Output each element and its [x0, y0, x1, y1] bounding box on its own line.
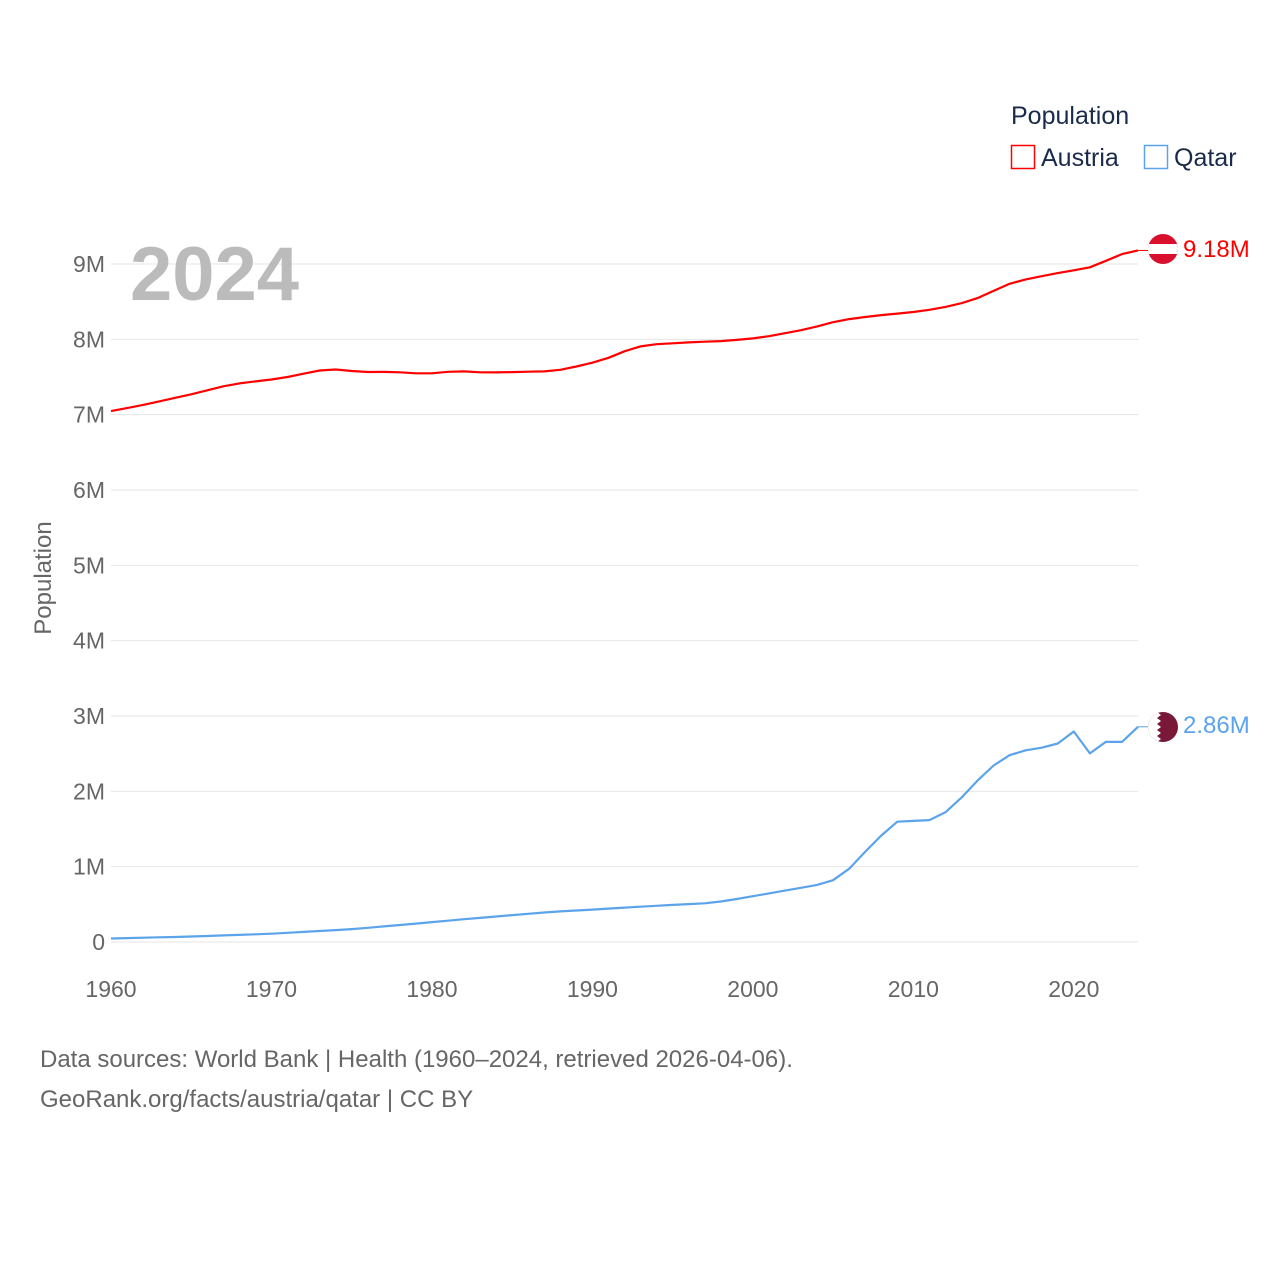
legend-label-austria[interactable]: Austria	[1041, 144, 1119, 172]
series-line-austria	[110, 249, 1139, 413]
austria-end-label: 9.18M	[1183, 236, 1250, 263]
year-watermark: 2024	[130, 232, 299, 317]
y-tick-label: 9M	[73, 251, 105, 277]
y-tick-label: 4M	[73, 628, 105, 654]
data-source-text: Data sources: World Bank | Health (1960–…	[40, 1046, 793, 1073]
y-tick-label: 2M	[73, 778, 105, 804]
y-axis-label: Population	[30, 521, 57, 634]
y-tick-label: 1M	[73, 854, 105, 880]
x-tick-label: 1970	[246, 976, 297, 1002]
x-tick-label: 2000	[727, 976, 778, 1002]
legend: Population Austria Qatar	[1010, 102, 1237, 172]
series-line-qatar	[110, 725, 1139, 940]
x-tick-label: 1990	[567, 976, 618, 1002]
x-tick-label: 2020	[1048, 976, 1099, 1002]
legend-swatch-austria[interactable]	[1010, 144, 1036, 170]
y-tick-label: 8M	[73, 326, 105, 352]
y-tick-label: 6M	[73, 477, 105, 503]
qatar-end-label: 2.86M	[1183, 712, 1250, 739]
y-tick-label: 5M	[73, 552, 105, 578]
y-tick-label: 0	[92, 929, 105, 955]
x-tick-label: 2010	[888, 976, 939, 1002]
legend-swatch-qatar[interactable]	[1143, 144, 1169, 170]
attribution-link[interactable]: GeoRank.org/facts/austria/qatar | CC BY	[40, 1086, 474, 1113]
y-tick-label: 7M	[73, 402, 105, 428]
x-tick-label: 1980	[406, 976, 457, 1002]
legend-label-qatar[interactable]: Qatar	[1174, 144, 1237, 172]
x-tick-label: 1960	[85, 976, 136, 1002]
austria-flag-icon	[1148, 234, 1178, 264]
legend-title: Population	[1011, 102, 1129, 130]
qatar-flag-icon	[1148, 712, 1178, 742]
y-tick-label: 3M	[73, 703, 105, 729]
